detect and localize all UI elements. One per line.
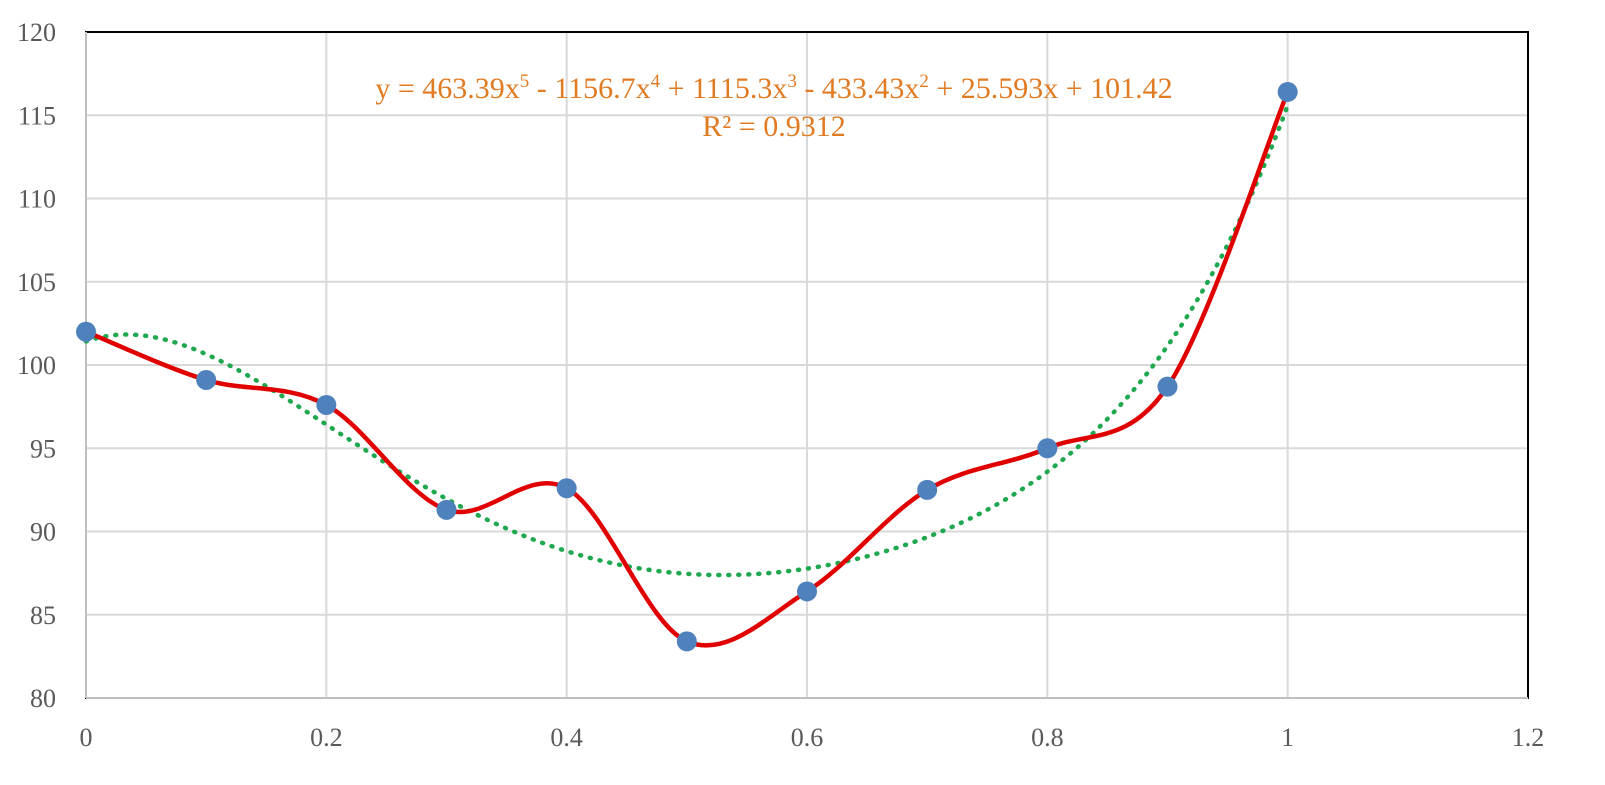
y-tick-label: 110 [18,185,56,214]
x-tick-label: 1.2 [1512,723,1545,752]
series-line [85,91,1290,648]
data-point [196,369,217,390]
y-tick-label: 100 [17,351,56,380]
x-tick-label: 0.4 [550,723,583,752]
data-point [436,499,457,520]
gridlines [86,32,1528,698]
x-tick-label: 1 [1281,723,1294,752]
trendline-layer [83,103,1290,578]
y-tick-label: 80 [30,684,56,713]
y-tick-label: 85 [30,601,56,630]
data-point [316,394,337,415]
tick-labels: 0 0.2 0.4 0.6 0.8 1 1.2 80 85 90 95 100 105 110 115 120 [17,18,1544,752]
y-tick-label: 105 [17,268,56,297]
y-tick-label: 115 [18,101,56,130]
y-tick-label: 120 [17,18,56,47]
y-tick-label: 90 [30,518,56,547]
data-point [1157,376,1178,397]
trendline-curve [83,103,1290,578]
data-point [1037,438,1058,459]
data-point [76,321,96,342]
x-tick-label: 0.2 [310,723,343,752]
data-point [917,479,938,500]
x-tick-label: 0.8 [1031,723,1064,752]
trendline-equation: y = 463.39x5 - 1156.7x4 + 1115.3x3 - 433… [375,71,1172,105]
trendline-r-squared: R² = 0.9312 [702,110,845,143]
x-tick-label: 0.6 [791,723,824,752]
data-point [676,631,697,652]
series-layer [85,91,1290,648]
data-point [797,581,817,602]
axes [85,32,1528,699]
data-point [1277,81,1298,102]
marker-layer [76,81,1298,652]
y-tick-label: 95 [30,434,56,463]
data-point [556,478,577,499]
x-tick-label: 0 [80,723,93,752]
